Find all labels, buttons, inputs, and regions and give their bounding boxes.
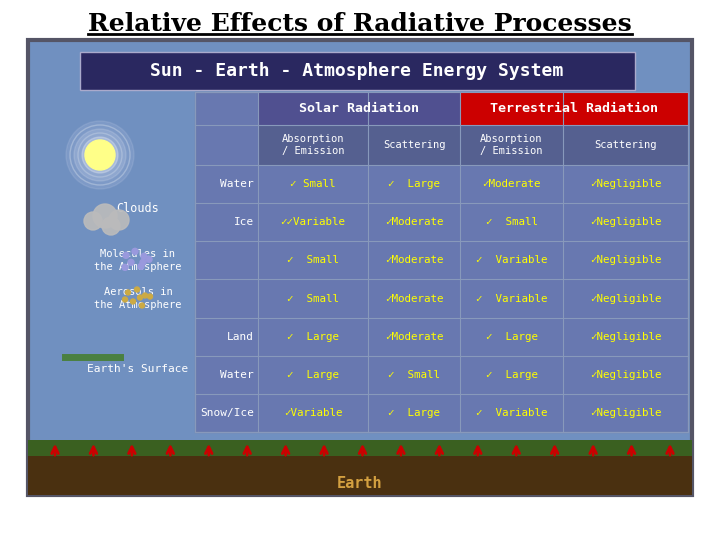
Text: Scattering: Scattering <box>594 140 657 150</box>
Text: ✓  Variable: ✓ Variable <box>476 294 547 303</box>
Circle shape <box>138 264 144 269</box>
Text: ✓Moderate: ✓Moderate <box>384 255 444 265</box>
Text: Water: Water <box>220 179 254 189</box>
Text: Molecules in
the Atmosphere: Molecules in the Atmosphere <box>94 249 181 272</box>
Bar <box>460 92 688 125</box>
Bar <box>258 125 368 165</box>
Bar <box>460 125 563 165</box>
Circle shape <box>148 294 153 299</box>
Text: Clouds: Clouds <box>117 201 159 214</box>
Text: ✓  Small: ✓ Small <box>287 255 339 265</box>
Text: ✓Negligible: ✓Negligible <box>590 217 661 227</box>
Circle shape <box>140 259 146 265</box>
Text: Terrestrial Radiation: Terrestrial Radiation <box>490 102 658 115</box>
Circle shape <box>123 252 129 258</box>
Text: ✓Variable: ✓Variable <box>284 408 342 418</box>
Circle shape <box>122 265 128 271</box>
Text: Water: Water <box>220 370 254 380</box>
Text: ✓Negligible: ✓Negligible <box>590 294 661 303</box>
Text: Relative Effects of Radiative Processes: Relative Effects of Radiative Processes <box>88 12 632 36</box>
Text: ✓  Large: ✓ Large <box>485 332 538 342</box>
Circle shape <box>93 204 117 228</box>
Text: Solar Radiation: Solar Radiation <box>299 102 419 115</box>
Circle shape <box>138 295 143 300</box>
Circle shape <box>84 212 102 230</box>
Text: ✓  Large: ✓ Large <box>388 408 440 418</box>
Text: ✓  Small: ✓ Small <box>485 217 538 227</box>
Bar <box>80 52 635 90</box>
Text: ✓Moderate: ✓Moderate <box>384 294 444 303</box>
Circle shape <box>140 303 145 308</box>
Bar <box>368 125 460 165</box>
Text: ✓  Variable: ✓ Variable <box>476 255 547 265</box>
Bar <box>28 453 692 495</box>
Text: ✓Moderate: ✓Moderate <box>384 332 444 342</box>
Circle shape <box>74 129 126 181</box>
Circle shape <box>130 299 135 304</box>
Text: ✓Moderate: ✓Moderate <box>482 179 541 189</box>
Text: Snow/Ice: Snow/Ice <box>200 408 254 418</box>
Text: ✓  Small: ✓ Small <box>388 370 440 380</box>
Circle shape <box>132 248 138 254</box>
Text: ✓  Large: ✓ Large <box>287 370 339 380</box>
Text: Earth: Earth <box>337 476 383 490</box>
Circle shape <box>141 253 147 259</box>
Text: ✓✓Variable: ✓✓Variable <box>281 217 346 227</box>
Text: Ice: Ice <box>234 217 254 227</box>
Text: ✓Moderate: ✓Moderate <box>384 217 444 227</box>
Circle shape <box>128 259 134 265</box>
Bar <box>258 92 460 125</box>
Text: Absorption
/ Emission: Absorption / Emission <box>282 134 344 156</box>
Text: Aerosols in
the Atmosphere: Aerosols in the Atmosphere <box>94 287 181 310</box>
Text: Sun - Earth - Atmosphere Energy System: Sun - Earth - Atmosphere Energy System <box>150 62 564 80</box>
Circle shape <box>85 140 115 170</box>
Text: Land: Land <box>227 332 254 342</box>
Text: ✓Negligible: ✓Negligible <box>590 332 661 342</box>
Circle shape <box>135 287 140 292</box>
Bar <box>28 440 692 456</box>
Text: ✓  Small: ✓ Small <box>287 294 339 303</box>
Bar <box>28 40 692 495</box>
Circle shape <box>122 297 127 302</box>
Text: Earth's Surface: Earth's Surface <box>87 364 189 374</box>
Circle shape <box>109 210 129 230</box>
Circle shape <box>82 137 118 173</box>
Text: ✓Negligible: ✓Negligible <box>590 255 661 265</box>
Text: ✓ Small: ✓ Small <box>290 179 336 189</box>
Circle shape <box>146 256 152 262</box>
Bar <box>195 92 688 432</box>
Circle shape <box>66 121 134 189</box>
Text: ✓  Variable: ✓ Variable <box>476 408 547 418</box>
Text: ✓Negligible: ✓Negligible <box>590 179 661 189</box>
Text: ✓  Large: ✓ Large <box>388 179 440 189</box>
Circle shape <box>102 217 120 235</box>
Text: ✓Negligible: ✓Negligible <box>590 408 661 418</box>
Text: ✓  Large: ✓ Large <box>287 332 339 342</box>
Bar <box>563 125 688 165</box>
Circle shape <box>143 293 148 298</box>
Text: Scattering: Scattering <box>383 140 445 150</box>
Text: ✓  Large: ✓ Large <box>485 370 538 380</box>
Text: Absorption
/ Emission: Absorption / Emission <box>480 134 543 156</box>
Circle shape <box>125 290 130 295</box>
Text: ✓Negligible: ✓Negligible <box>590 370 661 380</box>
